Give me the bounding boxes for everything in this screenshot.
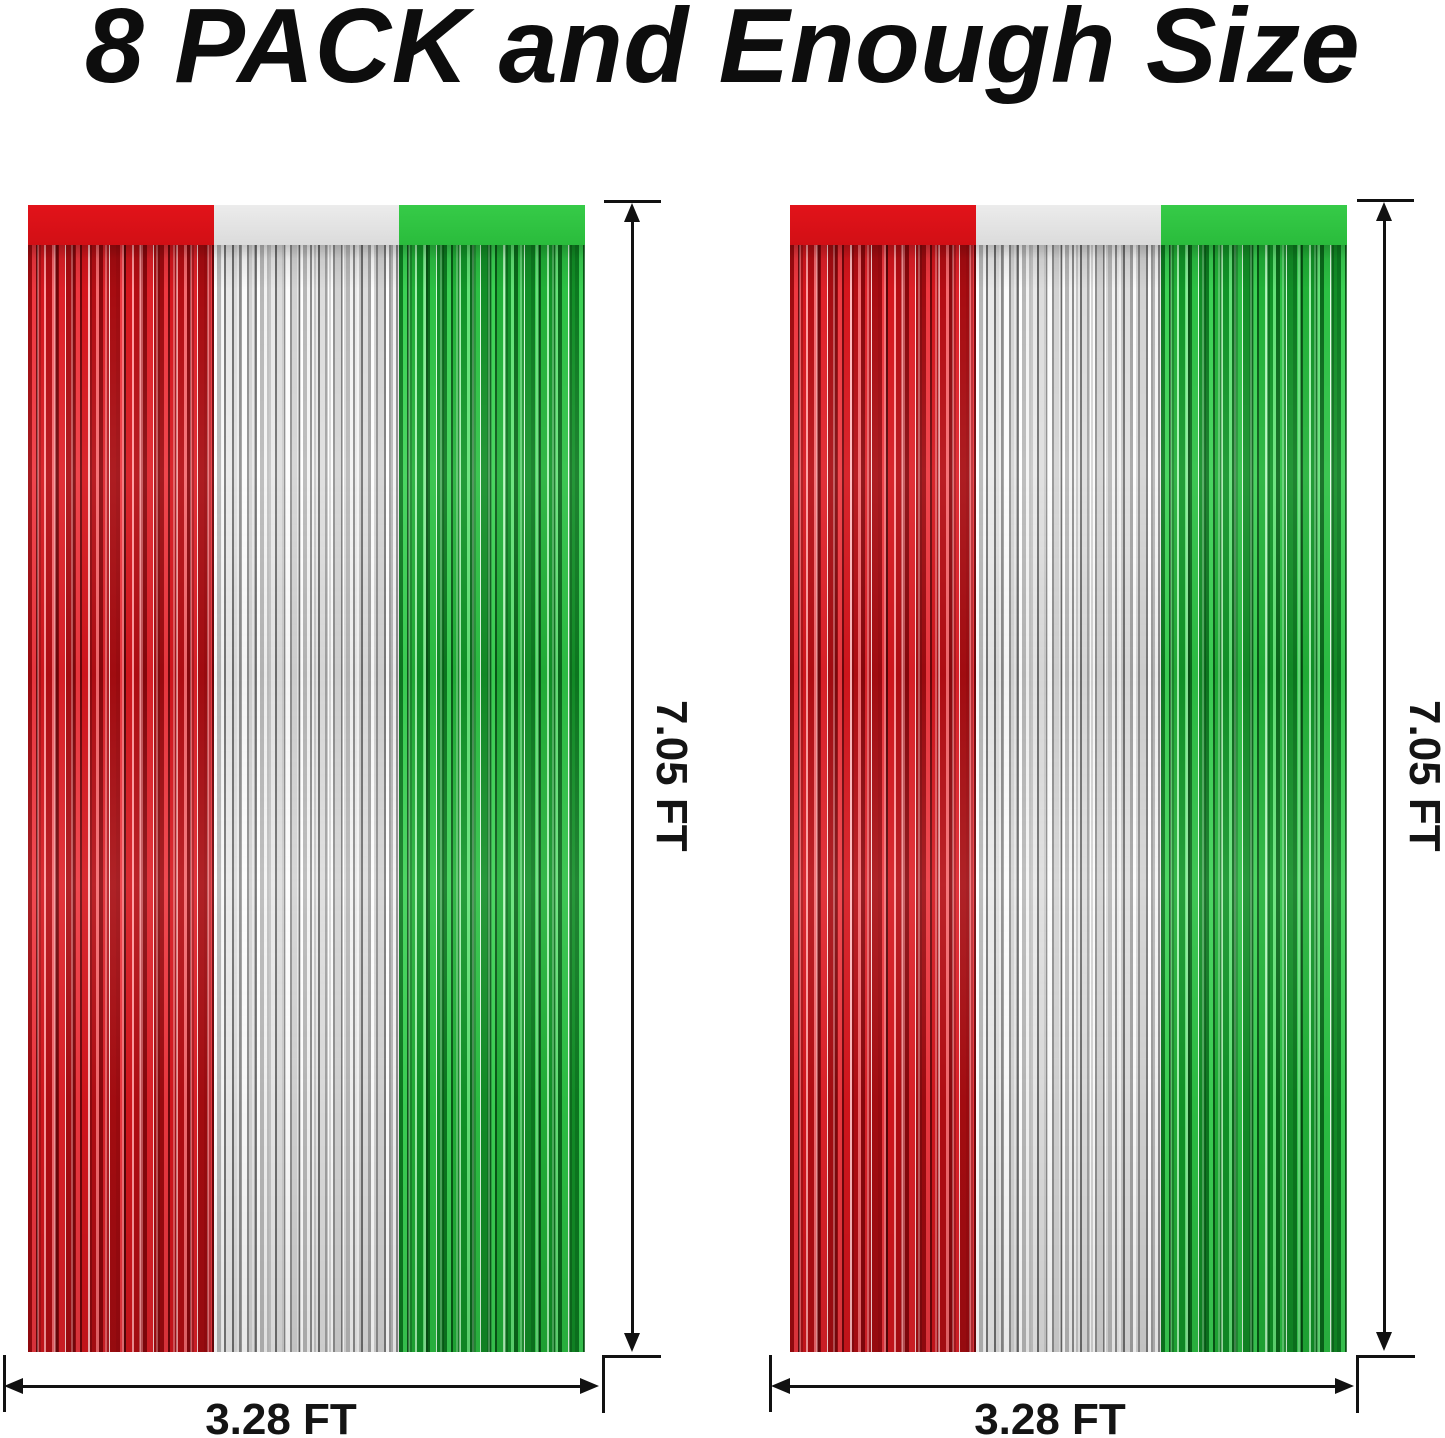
dimension-line-bar (631, 209, 634, 1346)
curtain-header-red (790, 205, 976, 245)
dimension-line-bar (1383, 208, 1386, 1345)
dimension-line-bar (777, 1385, 1348, 1388)
curtain-fringe-silver (213, 245, 400, 1352)
curtain-stripe-silver (213, 205, 400, 1352)
foil-curtain-left (28, 205, 585, 1352)
curtain-fringe-red (28, 245, 214, 1352)
arrowhead-down-icon (624, 1333, 640, 1352)
height-extension-cap-left (604, 200, 661, 203)
curtain-stripe-green (1161, 205, 1347, 1352)
curtain-header-green (1161, 205, 1347, 245)
height-dimension-line-right (1374, 202, 1395, 1351)
curtain-header-silver (213, 205, 400, 245)
width-dimension-line-right (771, 1376, 1354, 1397)
arrowhead-down-icon (1376, 1332, 1392, 1351)
height-extension-cap-right (1357, 199, 1414, 202)
arrowhead-right-icon (580, 1378, 599, 1394)
corner-bracket-horizontal-left (602, 1355, 661, 1358)
dimension-line-bar (10, 1385, 593, 1388)
curtain-fringe-silver (975, 245, 1162, 1352)
curtain-stripe-red (790, 205, 976, 1352)
width-extension-tick-right (769, 1355, 772, 1412)
curtain-stripe-green (399, 205, 585, 1352)
width-label: 3.28 FT (974, 1395, 1126, 1438)
curtain-header-silver (975, 205, 1162, 245)
corner-bracket-vertical-left (602, 1355, 605, 1413)
curtain-header-green (399, 205, 585, 245)
foil-curtain-right (790, 205, 1347, 1352)
curtain-fringe-green (399, 245, 585, 1352)
corner-bracket-horizontal-right (1356, 1355, 1415, 1358)
page-title: 8 PACK and Enough Size (84, 0, 1361, 105)
curtain-stripe-silver (975, 205, 1162, 1352)
arrowhead-right-icon (1335, 1378, 1354, 1394)
height-dimension-line-left (622, 203, 643, 1352)
corner-bracket-vertical-right (1356, 1355, 1359, 1413)
width-dimension-line-left (4, 1376, 599, 1397)
curtain-fringe-green (1161, 245, 1347, 1352)
width-label: 3.28 FT (205, 1395, 357, 1438)
curtain-fringe-red (790, 245, 976, 1352)
curtain-stripe-red (28, 205, 214, 1352)
curtain-header-red (28, 205, 214, 245)
